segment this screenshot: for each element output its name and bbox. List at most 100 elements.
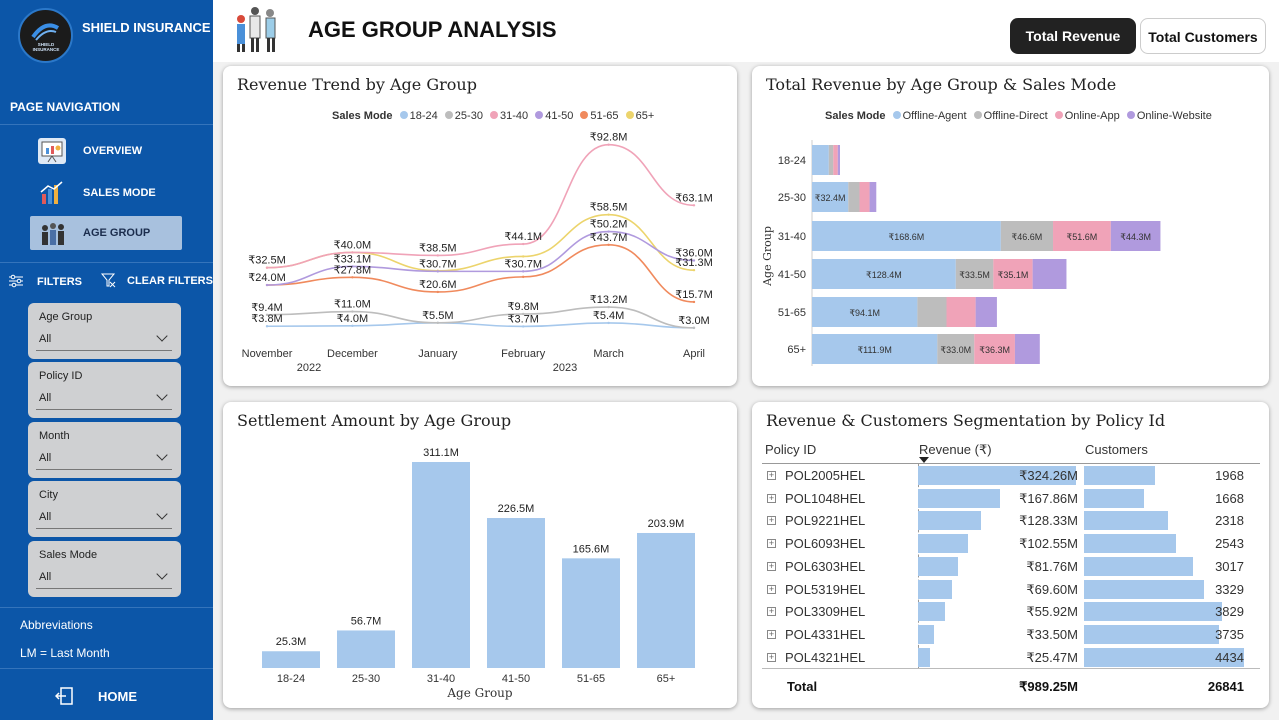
data-label: ₹32.5M (248, 255, 286, 267)
data-label: ₹3.8M (251, 313, 282, 325)
bar (487, 518, 545, 668)
total-customers-button[interactable]: Total Customers (1140, 18, 1266, 54)
total-revenue-button[interactable]: Total Revenue (1010, 18, 1136, 54)
nav-label: AGE GROUP (83, 227, 151, 239)
total-revenue: ₹989.25M (1019, 679, 1078, 694)
expand-icon[interactable]: + (767, 560, 776, 571)
data-point (692, 204, 696, 207)
data-point (436, 254, 439, 257)
data-label: ₹43.7M (590, 232, 628, 244)
table-row[interactable]: + POL1048HEL ₹167.86M 1668 (752, 488, 1262, 510)
chevron-down-icon (156, 389, 168, 401)
revenue-cell: ₹102.55M (1019, 536, 1078, 552)
revenue-bar (918, 488, 1000, 508)
expand-icon[interactable]: + (767, 492, 776, 503)
column-header-customers[interactable]: Customers (1085, 442, 1148, 457)
column-header-policy-id[interactable]: Policy ID (765, 442, 817, 457)
data-point (607, 230, 610, 233)
expand-icon[interactable]: + (767, 470, 776, 480)
table-row[interactable]: + POL3309HEL ₹55.92M 3829 (752, 601, 1262, 623)
column-header-revenue[interactable]: Revenue (₹) (919, 442, 992, 457)
bar-segment (859, 182, 870, 212)
x-tick-label: 18-24 (277, 673, 305, 685)
chevron-down-icon (156, 330, 168, 342)
policy-id-cell: POL9221HEL (785, 513, 866, 529)
customers-cell: 1668 (1215, 490, 1244, 506)
age-group-dropdown[interactable]: All (36, 325, 172, 351)
expand-icon[interactable]: + (767, 606, 776, 617)
table-row[interactable]: + POL4331HEL ₹33.50M 3735 (752, 624, 1262, 646)
policy-id-cell: POL4321HEL (785, 649, 866, 665)
nav-item-overview[interactable]: OVERVIEW (30, 134, 182, 168)
data-point (265, 325, 269, 328)
data-point (692, 300, 696, 304)
data-label: ₹35.1M (998, 270, 1029, 280)
revenue-by-mode-panel: Total Revenue by Age Group & Sales Mode … (752, 66, 1269, 386)
data-label: ₹94.1M (849, 308, 880, 318)
dropdown-value: All (39, 333, 52, 345)
expand-icon[interactable]: + (767, 515, 776, 526)
policy-id-cell: POL6303HEL (785, 558, 866, 574)
bar (262, 651, 320, 668)
nav-item-age-group[interactable]: AGE GROUP (30, 216, 182, 250)
total-label: Total (787, 679, 818, 694)
bar-chart: 25.3M 18-24 56.7M 25-30 311.1M 31-40 226.5M 41-… (262, 447, 695, 700)
policy-id-cell: POL6093HEL (785, 536, 866, 552)
data-label: ₹5.4M (593, 310, 624, 322)
x-year-label: 2023 (553, 362, 577, 374)
data-label: ₹9.8M (507, 301, 538, 313)
revenue-cell: ₹33.50M (1026, 626, 1078, 642)
bar (337, 630, 395, 668)
expand-icon[interactable]: + (767, 583, 776, 594)
bar-segment (1110, 221, 1161, 251)
policy-id-cell: POL4331HEL (785, 626, 866, 642)
chevron-down-icon (156, 449, 168, 461)
divider (0, 607, 213, 608)
divider (0, 262, 213, 263)
data-point (351, 324, 354, 328)
table-title: Revenue & Customers Segmentation by Poli… (766, 411, 1166, 430)
table-row[interactable]: + POL6093HEL ₹102.55M 2543 (752, 533, 1262, 555)
data-label: ₹51.6M (1067, 232, 1098, 242)
bar-segment (1053, 221, 1111, 251)
expand-icon[interactable]: + (767, 651, 776, 662)
filter-label: Month (39, 430, 70, 442)
bar-segment (848, 182, 860, 212)
table-row[interactable]: + POL4321HEL ₹25.47M 4434 (752, 647, 1262, 669)
series-line-31-40 (266, 143, 695, 269)
stacked-bar-chart: 18-24 25-30 ₹32.4M 31-40 ₹168.6M ₹46.6M ₹51.6M… (761, 140, 1161, 366)
x-tick-label: 65+ (657, 673, 676, 685)
table-row[interactable]: + POL5319HEL ₹69.60M 3329 (752, 579, 1262, 601)
dropdown-value: All (39, 571, 52, 583)
data-point (351, 265, 354, 268)
series-line-18-24 (266, 321, 695, 329)
nav-item-sales-mode[interactable]: SALES MODE (30, 176, 182, 210)
customers-bar (1084, 511, 1168, 531)
legend-item: 51-65 (576, 110, 619, 122)
expand-icon[interactable]: + (767, 628, 776, 639)
table-row[interactable]: + POL9221HEL ₹128.33M 2318 (752, 510, 1262, 532)
customers-bar (1084, 556, 1193, 576)
y-tick-label: 31-40 (778, 231, 806, 243)
policy-id-dropdown[interactable]: All (36, 384, 172, 410)
x-tick-label: April (683, 348, 705, 360)
expand-icon[interactable]: + (767, 538, 776, 549)
data-label: ₹27.8M (334, 264, 372, 276)
y-tick-label: 25-30 (778, 192, 806, 204)
filter-policy-id: Policy ID All (28, 362, 181, 418)
sales-mode-dropdown[interactable]: All (36, 563, 172, 589)
month-dropdown[interactable]: All (36, 444, 172, 470)
home-button[interactable]: HOME (55, 684, 155, 708)
clear-filters-label: CLEAR FILTERS (127, 275, 213, 287)
clear-filters-button[interactable]: CLEAR FILTERS (100, 272, 213, 290)
customers-bar (1084, 602, 1223, 622)
filter-label: Sales Mode (39, 549, 98, 561)
table-row[interactable]: + POL2005HEL ₹324.26M 1968 (752, 465, 1262, 487)
revenue-trend-panel: Revenue Trend by Age Group Sales Mode 18… (223, 66, 737, 386)
table-row[interactable]: + POL6303HEL ₹81.76M 3017 (752, 556, 1262, 578)
people-icon (38, 220, 66, 246)
revenue-cell: ₹324.26M (1019, 468, 1078, 483)
city-dropdown[interactable]: All (36, 503, 172, 529)
data-point (522, 270, 525, 273)
home-label: HOME (98, 689, 137, 704)
